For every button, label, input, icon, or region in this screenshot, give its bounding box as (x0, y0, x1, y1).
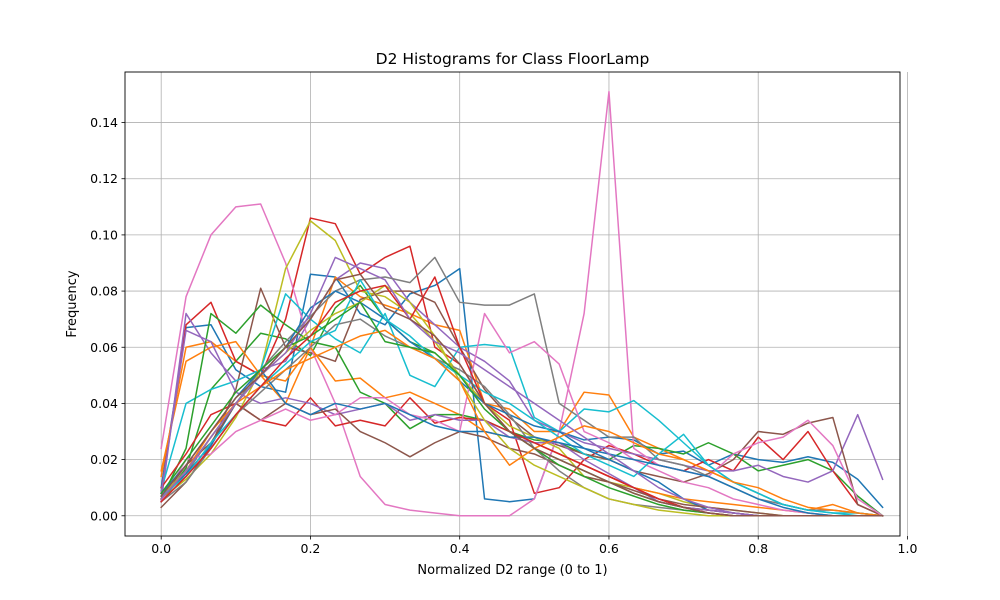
series-line-22 (160, 329, 884, 517)
y-tick-label: 0.08 (90, 284, 118, 299)
x-tick-label: 0.6 (599, 541, 619, 556)
y-tick-label: 0.10 (90, 227, 118, 242)
x-axis-ticks: 0.0 0.2 0.4 0.6 0.8 1.0 (151, 536, 917, 556)
series-line-1 (160, 267, 884, 509)
series-line-26 (160, 273, 884, 517)
x-tick-label: 0.4 (450, 541, 470, 556)
series-line-17 (160, 312, 884, 517)
series-line-7 (160, 90, 884, 517)
y-axis-label: Frequency (65, 270, 80, 337)
x-axis-label: Normalized D2 range (0 to 1) (417, 563, 607, 578)
chart-title: D2 Histograms for Class FloorLamp (376, 50, 650, 68)
y-tick-label: 0.02 (90, 452, 118, 467)
y-axis-ticks: 0.00 0.02 0.04 0.06 0.08 0.10 0.12 0.14 (90, 115, 125, 523)
x-tick-label: 0.0 (151, 541, 171, 556)
series-lines (160, 90, 884, 517)
series-line-20 (160, 279, 884, 517)
series-line-6 (160, 287, 884, 517)
y-tick-label: 0.00 (90, 508, 118, 523)
plot-area-frame (124, 71, 901, 537)
y-tick-label: 0.12 (90, 171, 118, 186)
x-tick-label: 0.2 (301, 541, 321, 556)
y-tick-label: 0.14 (90, 115, 118, 130)
y-tick-label: 0.06 (90, 340, 118, 355)
y-tick-label: 0.04 (90, 396, 118, 411)
series-line-16 (160, 402, 884, 517)
x-tick-label: 1.0 (898, 541, 918, 556)
x-tick-label: 0.8 (748, 541, 768, 556)
